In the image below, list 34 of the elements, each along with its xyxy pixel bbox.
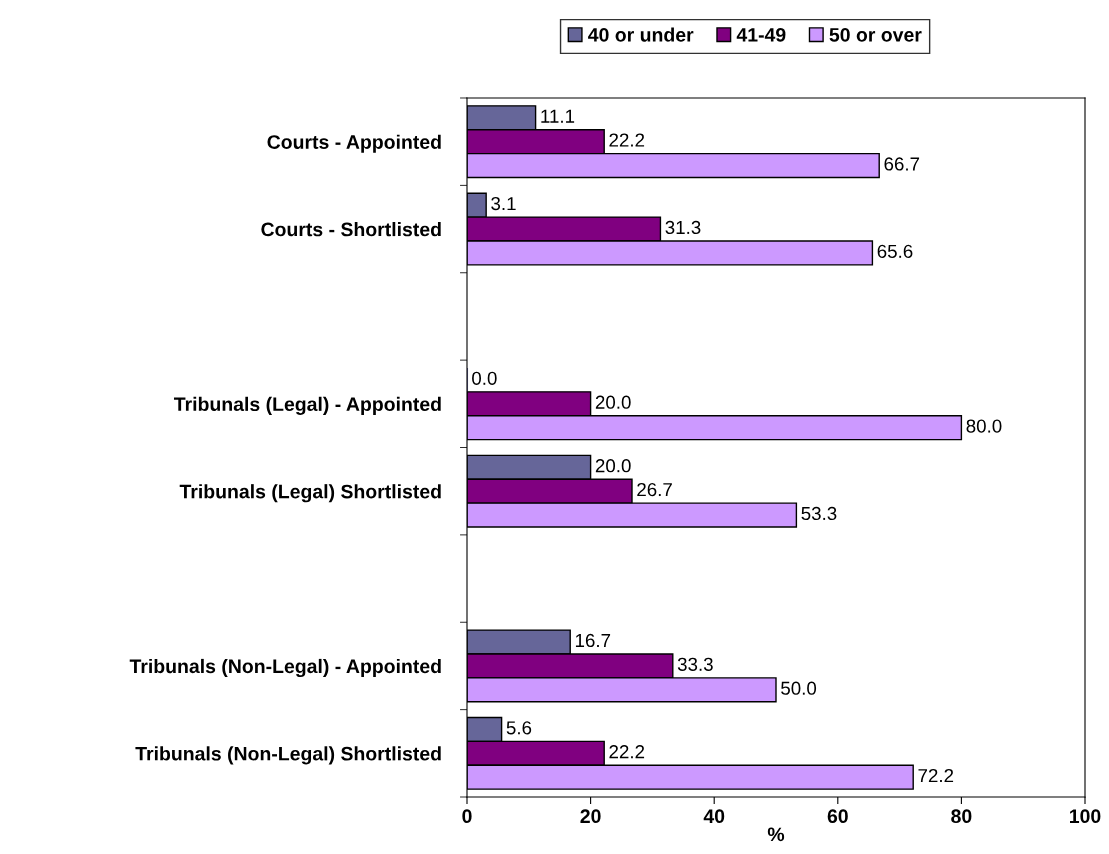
data-label: 22.2 — [609, 133, 645, 147]
y-tick-label: Tribunals (Legal) - Appointed — [173, 396, 441, 415]
data-label: 20.0 — [595, 459, 631, 473]
x-tick-label: 100 — [1070, 809, 1101, 824]
data-label: 33.3 — [677, 657, 713, 671]
data-label: 11.1 — [541, 109, 575, 123]
x-axis-title: % — [767, 827, 785, 842]
x-tick-label: 80 — [951, 809, 972, 824]
data-label: 66.7 — [884, 157, 920, 171]
y-tick-label: Tribunals (Non-Legal) Shortlisted — [135, 746, 441, 765]
data-label: 80.0 — [966, 419, 1002, 433]
data-label: 22.2 — [609, 745, 645, 759]
data-label: 31.3 — [665, 220, 701, 235]
legend-label: 41-49 — [736, 27, 786, 42]
y-tick-label: Tribunals (Legal) Shortlisted — [179, 484, 441, 503]
data-label: 0.0 — [472, 371, 497, 385]
data-label: 65.6 — [877, 244, 913, 258]
legend-label: 50 or over — [829, 27, 922, 42]
data-label: 50.0 — [781, 681, 817, 695]
x-tick-label: 0 — [462, 809, 472, 824]
y-tick-label: Tribunals (Non-Legal) - Appointed — [129, 658, 441, 678]
legend-label: 40 or under — [588, 27, 694, 42]
data-label: 3.1 — [491, 196, 516, 211]
x-tick-label: 60 — [827, 809, 848, 824]
data-label: 20.0 — [595, 395, 631, 409]
x-tick-label: 40 — [703, 809, 725, 824]
data-label: 72.2 — [918, 768, 954, 783]
y-tick-label: Courts - Appointed — [267, 134, 441, 153]
data-label: 53.3 — [801, 506, 837, 521]
x-tick-label: 20 — [580, 809, 601, 824]
data-label: 26.7 — [637, 482, 672, 497]
data-label: 16.7 — [575, 633, 611, 648]
y-tick-label: Courts - Shortlisted — [261, 222, 441, 237]
data-label: 5.6 — [506, 721, 532, 735]
